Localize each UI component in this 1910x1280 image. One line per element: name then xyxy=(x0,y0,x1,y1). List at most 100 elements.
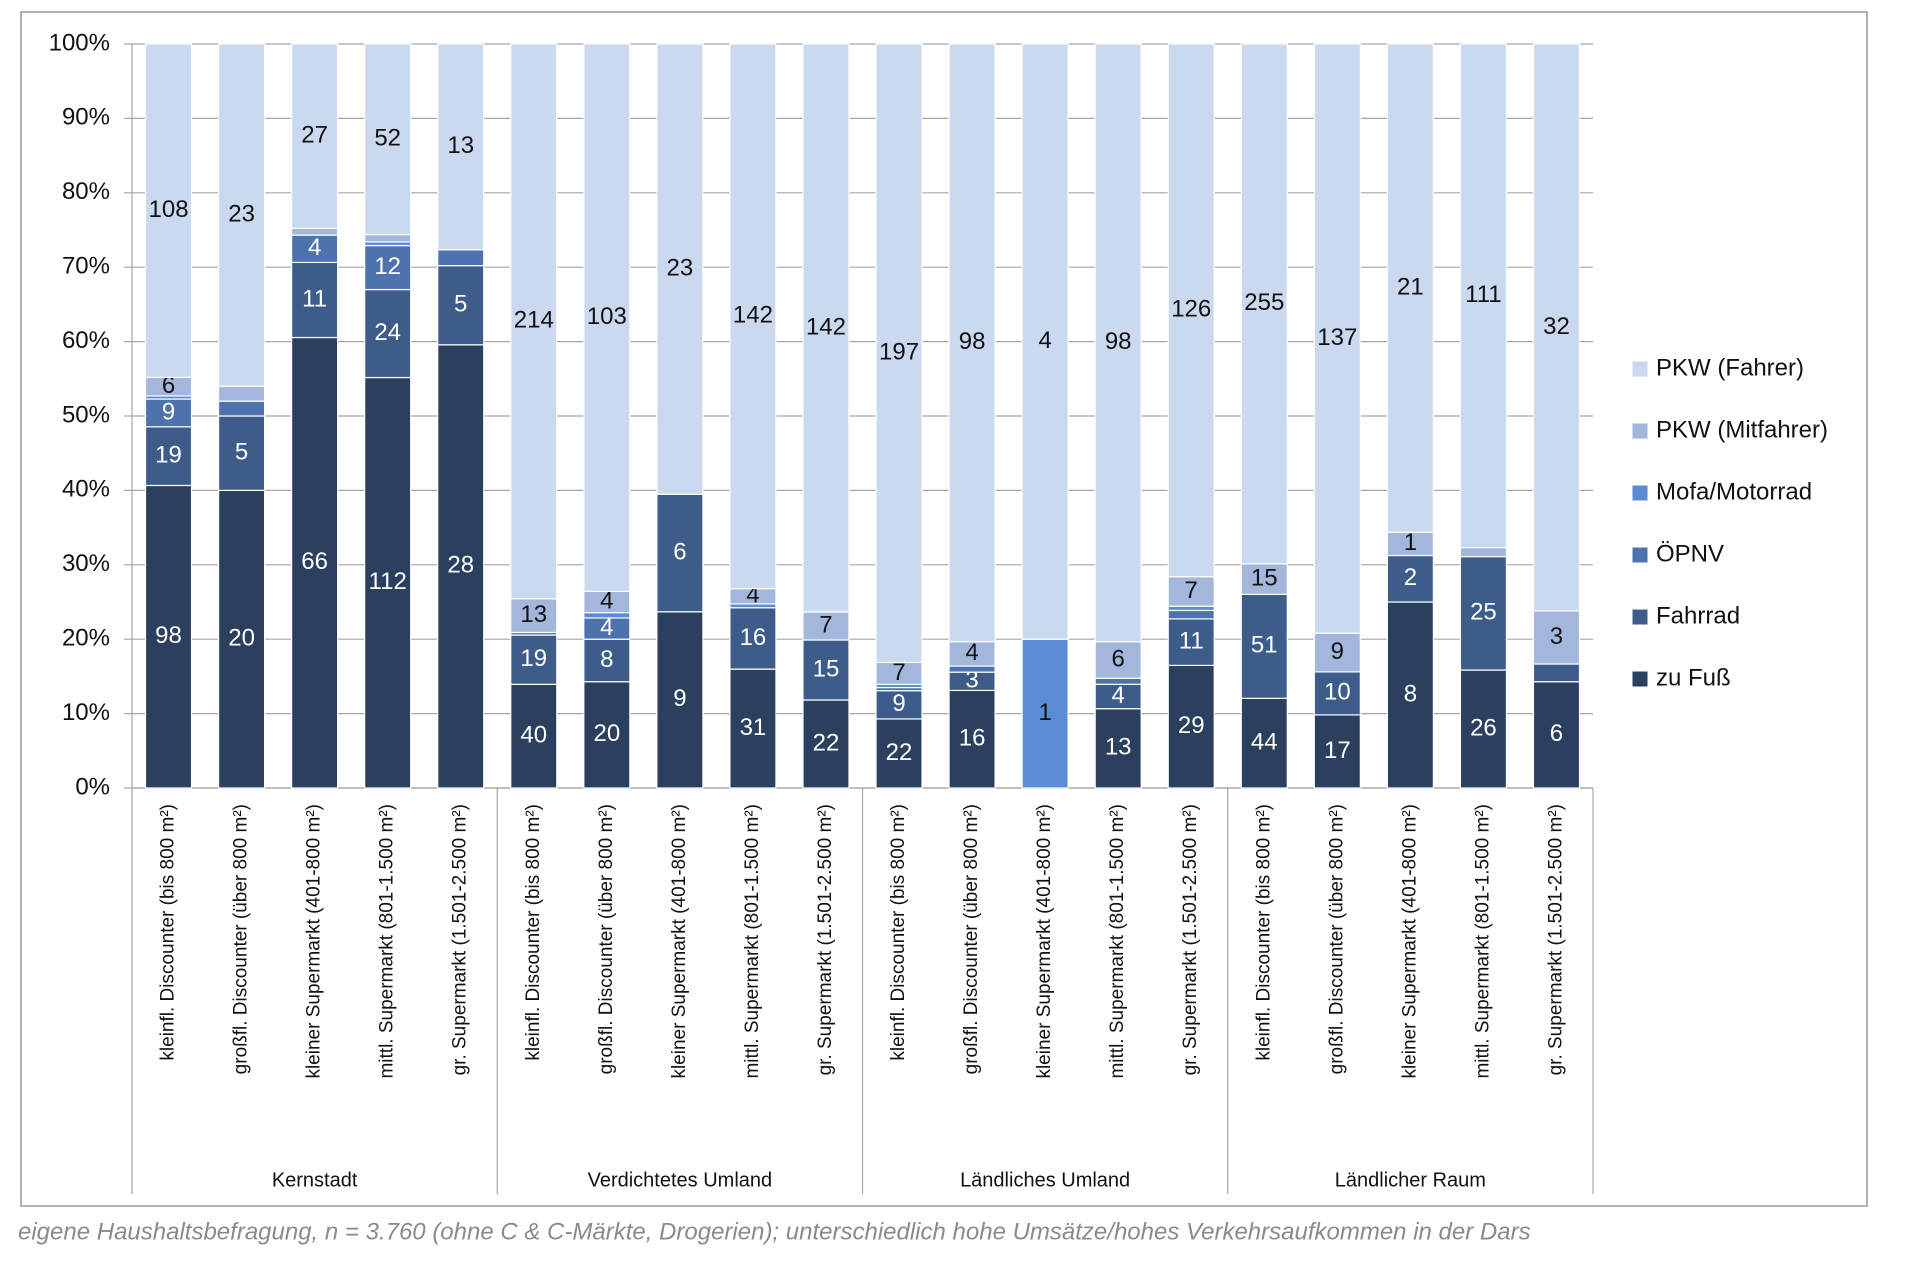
data-label: 26 xyxy=(1470,714,1497,741)
data-label: 4 xyxy=(600,614,613,641)
x-tick-label: mittl. Supermarkt (801-1.500 m²) xyxy=(1107,804,1128,1079)
data-label: 4 xyxy=(1038,327,1051,354)
y-tick-label: 50% xyxy=(62,401,110,428)
bar-segment xyxy=(802,639,850,701)
data-label: 112 xyxy=(369,568,407,595)
bar-segment xyxy=(1532,663,1581,683)
y-tick-label: 20% xyxy=(62,625,110,652)
bar-segment xyxy=(1167,609,1215,620)
x-tick-label: kleiner Supermarkt (401-800 m²) xyxy=(1399,804,1420,1079)
bar-segment xyxy=(1021,43,1069,640)
data-label: 98 xyxy=(155,622,182,649)
data-label: 6 xyxy=(162,372,175,399)
data-label: 7 xyxy=(819,611,832,638)
bar-segment xyxy=(1532,43,1581,612)
data-label: 98 xyxy=(1105,328,1132,355)
x-tick-label: großfl. Discounter (über 800 m²) xyxy=(596,804,617,1074)
data-label: 19 xyxy=(155,441,182,468)
bar-segment xyxy=(1167,576,1215,607)
bar-segment xyxy=(364,43,412,236)
y-tick-label: 90% xyxy=(62,104,110,131)
bar-segment xyxy=(437,249,485,267)
legend-label: Fahrrad xyxy=(1656,602,1740,629)
bar-segment xyxy=(437,344,485,789)
data-label: 5 xyxy=(454,291,467,318)
data-label: 137 xyxy=(1317,324,1357,351)
y-tick-label: 10% xyxy=(62,699,110,726)
bar-segment xyxy=(437,265,485,346)
x-tick-label: gr. Supermarkt (1.501-2.500 m²) xyxy=(815,804,836,1075)
x-tick-label: kleiner Supermarkt (401-800 m²) xyxy=(1034,804,1055,1079)
data-label: 6 xyxy=(673,538,686,565)
bar-segment xyxy=(1313,43,1361,634)
bar-segment xyxy=(217,43,266,387)
bar-segment xyxy=(364,376,412,789)
bar-segment xyxy=(217,415,266,492)
data-label: 214 xyxy=(514,307,554,334)
bar-segment xyxy=(948,665,996,673)
data-label: 12 xyxy=(374,253,401,280)
data-label: 5 xyxy=(235,439,248,466)
data-label: 44 xyxy=(1251,728,1278,755)
legend-label: PKW (Mitfahrer) xyxy=(1656,416,1828,443)
bar-segment xyxy=(1459,669,1508,789)
data-label: 103 xyxy=(587,303,627,330)
data-label: 3 xyxy=(965,667,978,694)
bar-segment xyxy=(583,681,631,789)
data-label: 31 xyxy=(740,714,767,741)
x-tick-label: großfl. Discounter (über 800 m²) xyxy=(961,804,982,1074)
data-label: 1 xyxy=(1404,529,1417,556)
y-tick-label: 40% xyxy=(62,476,110,503)
bar-segment xyxy=(510,598,558,634)
legend-swatch xyxy=(1631,546,1649,564)
data-label: 13 xyxy=(1105,734,1132,761)
bar-segment xyxy=(510,683,558,789)
x-tick-label: mittl. Supermarkt (801-1.500 m²) xyxy=(742,804,763,1079)
data-label: 108 xyxy=(149,196,189,223)
bar-segment xyxy=(656,43,704,495)
data-label: 17 xyxy=(1324,737,1351,764)
bar-segment xyxy=(948,641,996,667)
data-label: 111 xyxy=(1465,281,1501,308)
chart-frame xyxy=(20,11,1868,1207)
bar-segment xyxy=(1459,43,1508,549)
data-label: 4 xyxy=(1111,682,1124,709)
data-label: 28 xyxy=(447,552,474,579)
x-tick-label: kleiner Supermarkt (401-800 m²) xyxy=(304,804,325,1079)
bar-segment xyxy=(364,233,412,243)
data-label: 142 xyxy=(733,302,773,329)
y-tick-label: 30% xyxy=(62,550,110,577)
data-label: 22 xyxy=(886,739,913,766)
bar-segment xyxy=(583,43,631,592)
bar-segment xyxy=(1313,632,1361,673)
bar-segment xyxy=(1386,554,1434,603)
x-tick-label: kleinfl. Discounter (bis 800 m²) xyxy=(523,804,544,1061)
x-tick-label: kleinfl. Discounter (bis 800 m²) xyxy=(1253,804,1274,1061)
data-label: 27 xyxy=(301,121,328,148)
data-label: 15 xyxy=(813,655,840,682)
data-label: 3 xyxy=(1550,623,1563,650)
legend-swatch xyxy=(1631,670,1649,688)
x-tick-label: großfl. Discounter (über 800 m²) xyxy=(1326,804,1347,1074)
bar-segment xyxy=(217,489,266,789)
legend-label: Mofa/Motorrad xyxy=(1656,478,1812,505)
bar-segment xyxy=(948,43,996,643)
legend-swatch xyxy=(1631,360,1649,378)
data-label: 40 xyxy=(520,721,547,748)
x-tick-label: großfl. Discounter (über 800 m²) xyxy=(231,804,252,1074)
data-label: 7 xyxy=(892,659,905,686)
bar-segment xyxy=(1240,43,1288,565)
bar-segment xyxy=(291,227,339,236)
bar-segment xyxy=(1240,593,1288,699)
data-label: 16 xyxy=(740,624,767,651)
footnote: eigene Haushaltsbefragung, n = 3.760 (oh… xyxy=(18,1218,1531,1245)
y-tick-label: 80% xyxy=(62,178,110,205)
bar-segment xyxy=(1240,563,1288,595)
bar-segment xyxy=(1094,43,1142,643)
data-label: 66 xyxy=(301,548,328,575)
group-label: Ländlicher Raum xyxy=(1335,1169,1486,1191)
data-label: 52 xyxy=(374,125,401,152)
data-label: 25 xyxy=(1470,599,1497,626)
data-label: 9 xyxy=(1331,638,1344,665)
